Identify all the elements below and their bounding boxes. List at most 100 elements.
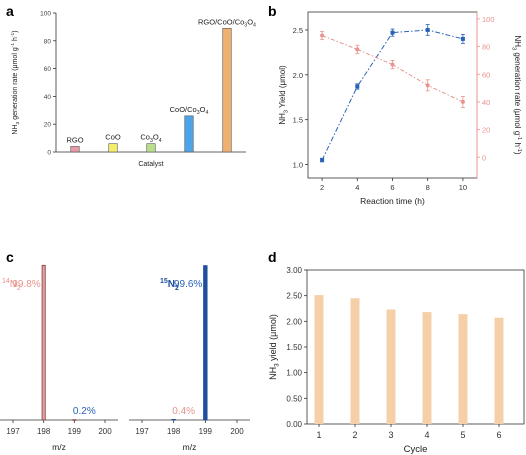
bar xyxy=(70,146,80,153)
y-tick-label-left: 1.0 xyxy=(293,161,303,170)
label-part: 4 xyxy=(159,138,162,144)
bar xyxy=(203,265,208,421)
x-tick-label: 6 xyxy=(390,183,394,192)
y-axis-label: NH3 yield (μmol) xyxy=(268,314,281,380)
label-part: 2 xyxy=(175,285,179,292)
y-axis-label: NH3 generation rate (μmol g-1 h-1) xyxy=(10,30,21,134)
subplot-title: 15N2 xyxy=(160,278,179,292)
data-point xyxy=(425,83,430,88)
y-tick-label: 40 xyxy=(44,94,52,101)
label-part: h xyxy=(12,37,19,43)
x-tick-label: 4 xyxy=(424,430,429,440)
data-label: 0.4% xyxy=(172,406,195,417)
label-part: NH xyxy=(278,113,287,125)
label-part: 3 xyxy=(244,23,247,29)
data-point xyxy=(460,36,465,41)
x-tick-label: 200 xyxy=(230,427,244,436)
panel-letter-a: a xyxy=(6,3,14,19)
label-part: RGO xyxy=(66,135,83,144)
data-point xyxy=(320,158,325,163)
label-part: 3 xyxy=(274,363,281,367)
x-tick-label: 198 xyxy=(37,427,51,436)
bar xyxy=(72,419,77,421)
x-axis-label: Reaction time (h) xyxy=(360,196,425,206)
bar xyxy=(386,309,396,424)
label-part: NH xyxy=(12,124,19,134)
bar xyxy=(314,295,324,424)
x-tick-label: 4 xyxy=(355,183,359,192)
bar xyxy=(350,298,360,424)
data-point xyxy=(355,47,360,52)
y-tick-label-right: 0 xyxy=(482,153,486,162)
label-part: CoO xyxy=(105,133,121,142)
x-tick-label: 1 xyxy=(316,430,321,440)
panel-d: d 0.00 0.50 1.00 1.50 2.00 2.50 3.00 1 2 3 4 5 6 Cycle… xyxy=(268,249,525,455)
data-point xyxy=(390,30,395,35)
data-point xyxy=(460,99,465,104)
x-tick-label: 5 xyxy=(460,430,465,440)
x-axis-label: Cycle xyxy=(404,444,428,455)
label-part: O xyxy=(200,105,206,114)
label-part: 4 xyxy=(205,110,208,116)
x-tick-label: 3 xyxy=(388,430,393,440)
label-part: 4 xyxy=(253,23,256,29)
label-part: Co xyxy=(140,133,150,142)
y-tick-label-left: 2.5 xyxy=(293,26,303,35)
data-label: 99.6% xyxy=(174,279,202,290)
bar-category-label: RGO xyxy=(66,135,83,144)
label-part: 14 xyxy=(2,278,10,285)
label-part: 3 xyxy=(15,121,21,124)
bar xyxy=(146,143,156,153)
x-axis-label: m/z xyxy=(183,442,197,452)
y-axis-label-right: NH3 generation rate (μmol g-1 h-1) xyxy=(511,35,523,154)
data-label: 99.8% xyxy=(12,279,40,290)
panel-letter-c: c xyxy=(6,249,14,265)
x-tick-label: 8 xyxy=(426,183,430,192)
label-part: 3 xyxy=(197,110,200,116)
label-part: h xyxy=(513,140,522,147)
panel-letter-b: b xyxy=(268,3,277,19)
plot-frame xyxy=(306,269,525,425)
y-tick-label: 2.50 xyxy=(286,292,302,301)
label-part: 2 xyxy=(17,285,21,292)
plot-frame xyxy=(307,11,478,179)
label-part: generation rate (μmol g xyxy=(513,50,522,135)
x-tick-label: 199 xyxy=(199,427,213,436)
y-tick-label-left: 1.5 xyxy=(293,116,303,125)
label-part: ) xyxy=(12,30,19,32)
y-tick-label: 0 xyxy=(47,150,51,157)
y-tick-label-right: 60 xyxy=(482,70,490,79)
label-part: 3 xyxy=(150,138,153,144)
bar xyxy=(222,27,232,153)
label-part: Yield (μmol) xyxy=(278,65,287,110)
label-part: -1 xyxy=(516,147,522,152)
bar xyxy=(494,317,504,424)
bar xyxy=(108,143,118,153)
x-tick-label: 2 xyxy=(352,430,357,440)
label-part: -1 xyxy=(10,32,16,37)
y-tick-label: 1.50 xyxy=(286,343,302,352)
y-tick-label-right: 20 xyxy=(482,126,490,135)
label-part: O xyxy=(153,133,159,142)
y-axis-label-left: NH3 Yield (μmol) xyxy=(278,65,289,125)
label-part: -1 xyxy=(10,43,16,48)
y-tick-label: 80 xyxy=(44,38,52,45)
label-part: N xyxy=(168,279,175,290)
data-point xyxy=(320,33,325,38)
bar xyxy=(458,314,468,424)
x-tick-label: 10 xyxy=(459,183,467,192)
y-tick-label: 0.00 xyxy=(286,420,302,429)
bar xyxy=(41,264,46,421)
label-part: 15 xyxy=(160,278,168,285)
x-tick-label: 197 xyxy=(6,427,20,436)
x-tick-label: 199 xyxy=(68,427,82,436)
x-tick-label: 198 xyxy=(167,427,181,436)
x-tick-label: 197 xyxy=(135,427,149,436)
y-tick-label: 100 xyxy=(40,11,51,18)
label-part: RGO/CoO/Co xyxy=(198,17,244,26)
bar-category-label: Co3O4 xyxy=(140,133,161,144)
label-part: -1 xyxy=(516,135,522,140)
